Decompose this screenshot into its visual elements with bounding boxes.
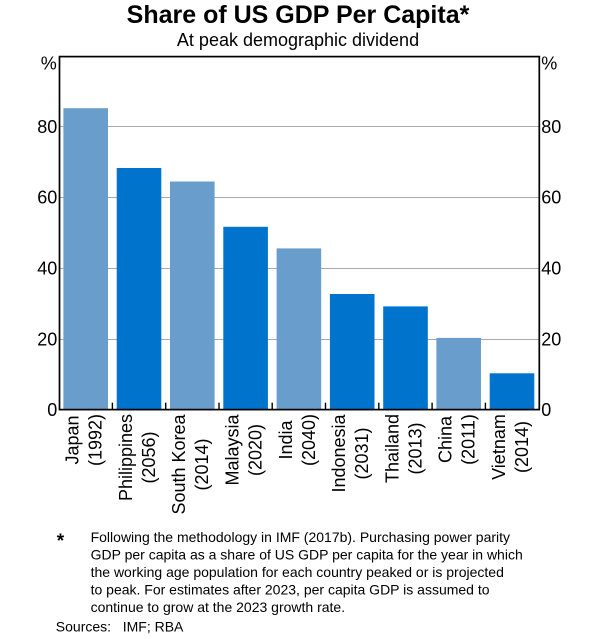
svg-text:the working age population for: the working age population for each coun… <box>91 564 504 580</box>
svg-text:0: 0 <box>47 400 57 420</box>
svg-text:(2031): (2031) <box>352 427 372 479</box>
svg-text:China: China <box>436 415 456 463</box>
svg-text:(2040): (2040) <box>299 414 319 466</box>
svg-text:GDP per capita as a share of U: GDP per capita as a share of US GDP per … <box>91 547 523 563</box>
svg-text:0: 0 <box>541 400 551 420</box>
svg-text:20: 20 <box>541 329 561 349</box>
svg-text:Sources: IMF; RBA: Sources: IMF; RBA <box>56 618 184 634</box>
svg-text:Share of US GDP Per Capita*: Share of US GDP Per Capita* <box>127 1 470 29</box>
svg-text:(2014): (2014) <box>512 421 532 473</box>
svg-text:Indonesia: Indonesia <box>329 413 349 492</box>
svg-text:Thailand: Thailand <box>382 414 402 483</box>
svg-text:80: 80 <box>37 117 57 137</box>
svg-text:%: % <box>41 54 57 74</box>
svg-text:%: % <box>541 54 557 74</box>
svg-text:(1992): (1992) <box>86 414 106 466</box>
svg-text:60: 60 <box>541 188 561 208</box>
svg-text:Malaysia: Malaysia <box>223 414 243 486</box>
svg-text:India: India <box>276 420 296 460</box>
svg-text:(2056): (2056) <box>139 431 159 483</box>
svg-text:continue to grow at the 2023 g: continue to grow at the 2023 growth rate… <box>91 599 346 615</box>
svg-text:60: 60 <box>37 188 57 208</box>
svg-text:At peak demographic dividend: At peak demographic dividend <box>177 30 419 50</box>
svg-text:Philippines: Philippines <box>116 414 136 501</box>
svg-text:Vietnam: Vietnam <box>489 414 509 480</box>
svg-text:40: 40 <box>37 259 57 279</box>
svg-text:to peak. For estimates after 2: to peak. For estimates after 2023, per c… <box>91 581 490 597</box>
svg-text:*: * <box>57 531 65 552</box>
svg-text:Following the methodology in I: Following the methodology in IMF (2017b)… <box>91 529 510 545</box>
svg-text:(2011): (2011) <box>459 414 479 465</box>
svg-text:(2020): (2020) <box>246 424 266 476</box>
svg-text:South Korea: South Korea <box>169 413 189 514</box>
svg-text:(2013): (2013) <box>405 422 425 474</box>
svg-text:20: 20 <box>37 329 57 349</box>
svg-text:(2014): (2014) <box>192 438 212 490</box>
svg-text:40: 40 <box>541 259 561 279</box>
svg-text:80: 80 <box>541 117 561 137</box>
svg-text:Japan: Japan <box>63 415 83 464</box>
